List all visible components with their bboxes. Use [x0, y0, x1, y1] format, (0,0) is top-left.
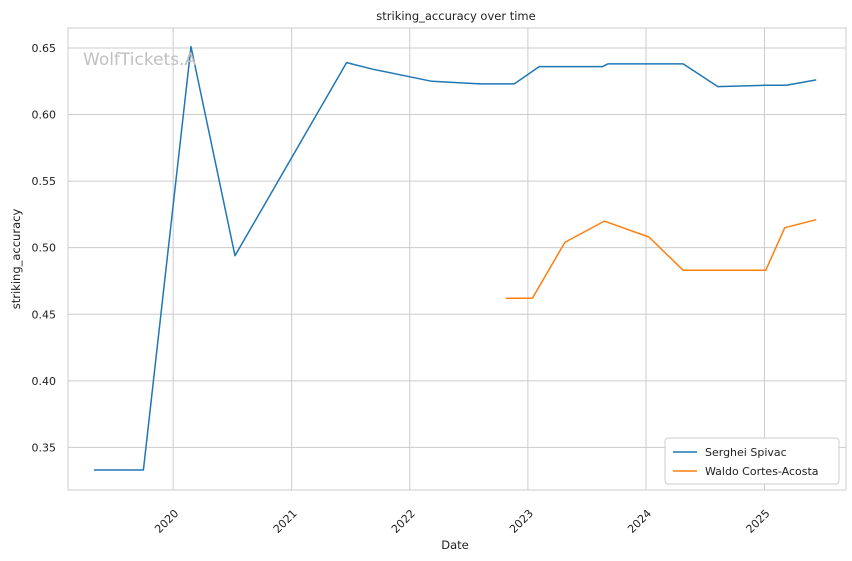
chart-title: striking_accuracy over time [376, 9, 535, 23]
legend-box [664, 437, 840, 485]
y-tick-label: 0.50 [32, 242, 57, 255]
x-tick-label: 2025 [744, 507, 773, 536]
legend-label-waldo-cortes-acosta: Waldo Cortes-Acosta [705, 465, 819, 478]
series-line-waldo-cortes-acosta [505, 218, 817, 300]
watermark: WolfTickets.A [83, 50, 196, 70]
series-lines [93, 45, 817, 471]
x-tick-label: 2020 [152, 507, 181, 536]
plot-area [67, 27, 847, 491]
x-tick-label: 2022 [389, 507, 418, 536]
x-axis-ticks: 2020 2021 2022 2023 2024 2025 [152, 507, 772, 536]
y-tick-label: 0.60 [32, 109, 57, 122]
x-tick-label: 2024 [625, 507, 654, 536]
y-tick-label: 0.40 [32, 375, 57, 388]
y-tick-label: 0.45 [32, 308, 57, 321]
legend: Serghei Spivac Waldo Cortes-Acosta [664, 437, 840, 485]
y-axis-label: striking_accuracy [9, 209, 23, 310]
y-tick-label: 0.35 [32, 441, 57, 454]
x-axis-label: Date [441, 538, 469, 552]
x-tick-label: 2023 [507, 507, 536, 536]
x-tick-label: 2021 [271, 507, 300, 536]
y-axis-ticks: 0.35 0.40 0.45 0.50 0.55 0.60 0.65 [32, 42, 57, 454]
y-tick-label: 0.65 [32, 42, 57, 55]
series-line-serghei-spivac [93, 45, 817, 471]
legend-label-serghei-spivac: Serghei Spivac [705, 446, 787, 459]
y-tick-label: 0.55 [32, 175, 57, 188]
